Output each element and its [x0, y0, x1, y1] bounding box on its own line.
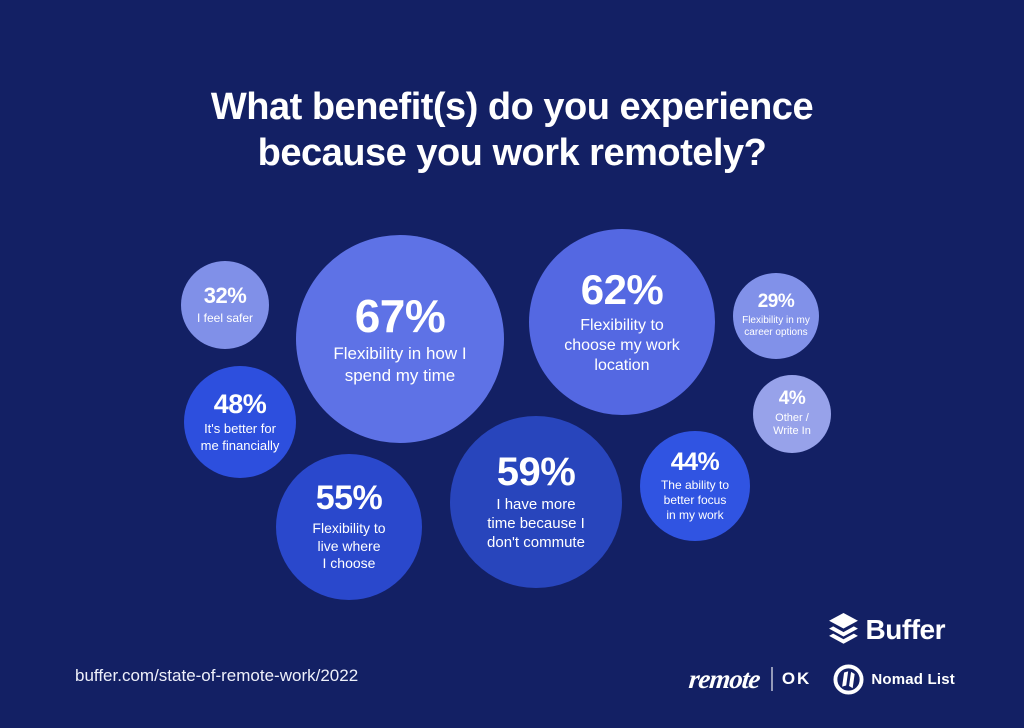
bubble-value: 67%	[354, 290, 446, 343]
title-line-2: because you work remotely?	[257, 132, 767, 175]
bubble-value: 29%	[757, 291, 795, 313]
bubble-label: I have more time because I don't commute	[487, 496, 585, 551]
bubble-48pct: 48% It's better for me financially	[184, 366, 296, 478]
bubble-32pct: 32% I feel safer	[181, 261, 269, 349]
nomad-list-text: Nomad List	[871, 670, 955, 688]
buffer-logo: Buffer	[828, 613, 946, 646]
buffer-logo-text: Buffer	[865, 613, 946, 645]
bubble-value: 62%	[580, 266, 664, 314]
bubble-label: Flexibility to live where I choose	[312, 520, 386, 572]
bubble-label: Flexibility in how I spend my time	[333, 344, 467, 385]
bubble-67pct: 67% Flexibility in how I spend my time	[296, 235, 504, 443]
nomad-list-logo: Nomad List	[833, 663, 955, 695]
bubble-55pct: 55% Flexibility to live where I choose	[276, 454, 422, 600]
bubble-59pct: 59% I have more time because I don't comm…	[450, 416, 622, 588]
bubble-4pct: 4% Other / Write In	[753, 375, 831, 453]
bubble-value: 32%	[203, 283, 247, 309]
bubble-value: 48%	[213, 389, 267, 420]
remote-ok-ok-text: OK	[781, 669, 812, 688]
bubble-value: 44%	[670, 447, 720, 476]
bubble-label: Flexibility in my career options	[742, 314, 810, 339]
buffer-stack-icon	[828, 613, 858, 646]
bubble-label: Flexibility to choose my work location	[564, 316, 680, 374]
nomad-list-icon	[833, 663, 864, 695]
bubble-29pct: 29% Flexibility in my career options	[733, 273, 819, 359]
bubble-value: 59%	[496, 450, 576, 495]
bubble-label: It's better for me financially	[200, 421, 280, 453]
remote-ok-logo: remote OK	[687, 663, 812, 695]
title-line-1: What benefit(s) do you experience	[210, 86, 814, 128]
bubble-label: The ability to better focus in my work	[660, 478, 730, 523]
partner-logos: remote OK Nomad List	[687, 660, 955, 698]
bubble-value: 55%	[315, 479, 383, 518]
bubble-label: Other / Write In	[773, 411, 811, 438]
source-url: buffer.com/state-of-remote-work/2022	[75, 666, 359, 685]
remote-ok-divider	[770, 667, 773, 691]
page-title: What benefit(s) do you experience because…	[0, 84, 1024, 177]
bubble-62pct: 62% Flexibility to choose my work locatio…	[529, 229, 715, 415]
bubble-label: I feel safer	[196, 310, 254, 325]
bubble-value: 4%	[778, 387, 806, 409]
remote-ok-remote-text: remote	[687, 663, 762, 694]
bubble-44pct: 44% The ability to better focus in my wor…	[640, 431, 750, 541]
